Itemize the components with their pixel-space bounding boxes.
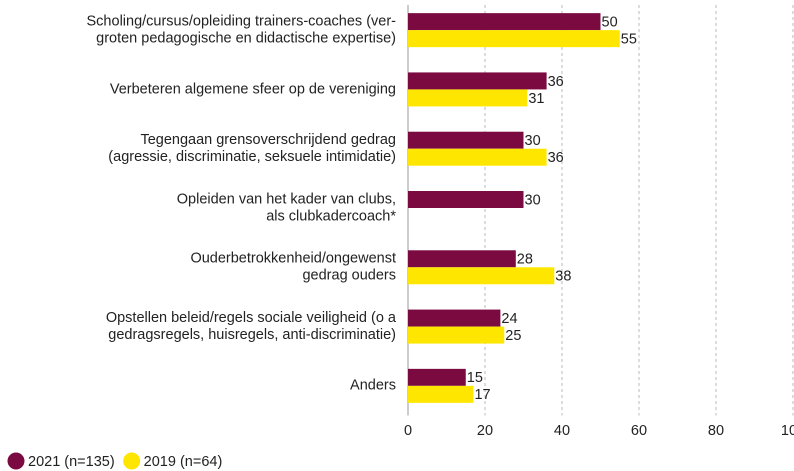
bar: [408, 309, 501, 327]
value-label: 31: [528, 91, 544, 107]
value-label: 28: [517, 252, 533, 268]
category-label: (agressie, discriminatie, seksuele intim…: [108, 149, 396, 165]
x-tick-label: 40: [554, 423, 570, 439]
value-label: 25: [505, 328, 521, 344]
value-label: 30: [525, 192, 541, 208]
category-label: Ouderbetrokkenheid/ongewenst: [190, 251, 396, 267]
bar: [408, 250, 516, 268]
bar: [408, 326, 505, 344]
category-label: als clubkadercoach*: [266, 208, 396, 224]
bar: [408, 148, 547, 166]
legend-swatch: [7, 452, 25, 470]
category-label: Opstellen beleid/regels sociale veilighe…: [106, 310, 397, 326]
bar: [408, 30, 620, 48]
value-label: 36: [548, 150, 564, 166]
category-label: gedragsregels, huisregels, anti-discrimi…: [108, 327, 396, 343]
x-tick-label: 0: [404, 423, 412, 439]
category-label: Verbeteren algemene sfeer op de verenigi…: [110, 81, 396, 97]
bar: [408, 89, 528, 107]
legend-label: 2019 (n=64): [144, 454, 223, 470]
category-label: Anders: [350, 378, 396, 394]
value-label: 24: [501, 311, 517, 327]
bar: [408, 131, 524, 149]
bar: [408, 13, 601, 31]
value-label: 15: [467, 370, 483, 386]
bar: [408, 72, 547, 90]
bar: [408, 385, 474, 403]
x-tick-label: 20: [477, 423, 493, 439]
category-label: groten pedagogische en didactische exper…: [96, 30, 396, 46]
category-label: Opleiden van het kader van clubs,: [177, 191, 396, 207]
value-label: 17: [474, 387, 490, 403]
value-label: 55: [621, 31, 637, 47]
x-tick-label: 100: [781, 423, 794, 439]
value-label: 50: [602, 14, 618, 30]
value-label: 38: [555, 269, 571, 285]
value-label: 30: [525, 133, 541, 149]
category-label: Scholing/cursus/opleiding trainers-coach…: [87, 13, 397, 29]
bar: [408, 368, 466, 386]
x-tick-label: 80: [708, 423, 724, 439]
category-label: gedrag ouders: [302, 268, 396, 284]
x-tick-label: 60: [631, 423, 647, 439]
category-label: Tegengaan grensoverschrijdend gedrag: [140, 132, 396, 148]
legend-label: 2021 (n=135): [28, 454, 115, 470]
bar: [408, 191, 524, 208]
legend-swatch: [123, 452, 141, 470]
value-label: 36: [548, 74, 564, 90]
bar: [408, 267, 555, 285]
